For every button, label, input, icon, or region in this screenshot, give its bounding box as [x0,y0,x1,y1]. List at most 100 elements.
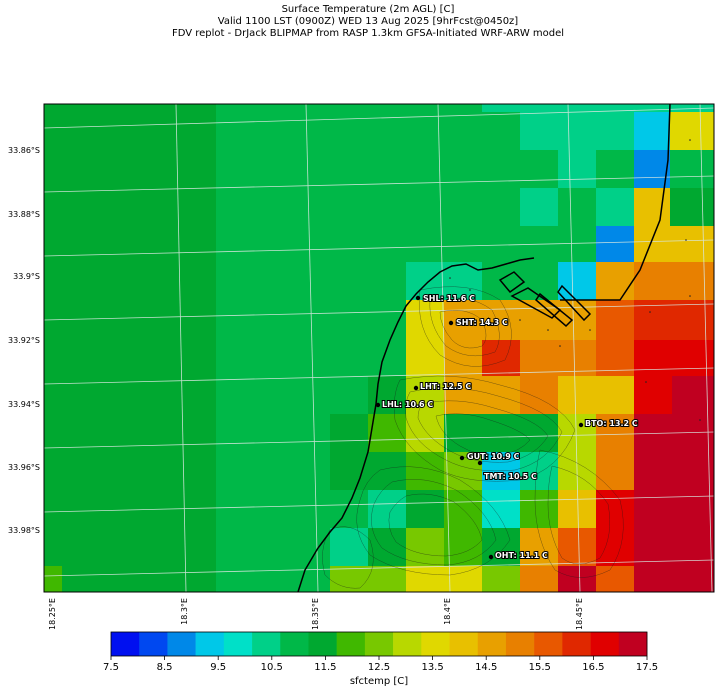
grid-cell [368,376,406,414]
longitude-label: 18.4°E [443,598,452,625]
grid-cell [406,566,482,592]
station-dot[interactable] [448,320,454,326]
latitude-label: 33.86°S [8,146,40,155]
station[interactable]: TMT: 10.5 C [477,460,538,482]
grid-cell [596,188,634,226]
grid-cell [634,566,714,592]
colorbar-tick-label: 12.5 [368,662,390,673]
station-dot[interactable] [477,460,483,466]
station-dot[interactable] [413,385,419,391]
grid-cell [520,340,596,376]
grid-cell [330,528,368,566]
station-dot[interactable] [415,295,421,301]
grid-cell [670,112,714,150]
title-line-1: Surface Temperature (2m AGL) [C] [281,4,455,15]
grid-cell [634,452,714,490]
colorbar-tick-label: 17.5 [636,662,658,673]
latitude-label: 33.88°S [8,210,40,219]
grid-cell [520,452,558,490]
grid-cell [634,300,714,340]
grid-cell [634,376,672,414]
lat-lon-graticule [44,104,714,592]
latitude-label: 33.92°S [8,336,40,345]
grid-cell [482,300,520,340]
colorbar-segment [562,632,591,656]
colorbar-segment [280,632,309,656]
grid-cell [558,376,634,414]
grid-cell [520,566,558,592]
plot-frame [43,103,715,593]
station-label: LHL: 10.6 C [382,400,433,409]
grid-cell [368,414,406,452]
station-label: TMT: 10.5 C [484,472,537,481]
latitude-label: 33.9°S [13,272,40,281]
colorbar-tick-label: 8.5 [157,662,173,673]
grid-cell [634,150,670,188]
colorbar-segment [449,632,479,656]
station[interactable]: SHT: 14.3 C [448,317,509,328]
station-label: SHT: 14.3 C [456,318,508,327]
grid-cell [558,262,596,300]
station[interactable]: OHT: 11.1 C [488,550,549,561]
station[interactable]: GUT: 10.9 C [459,451,521,462]
coastline [297,104,671,592]
station-label: GUT: 10.9 C [467,452,520,461]
colorbar-segment [534,632,563,656]
colorbar-tick-label: 16.5 [582,662,604,673]
station-dot[interactable] [459,455,465,461]
colorbar-segment [364,632,394,656]
grid-cell [596,452,634,490]
grid-cell [482,340,520,376]
grid-cell [558,112,596,188]
station[interactable]: BTO: 13.2 C [578,418,639,429]
grid-cell [634,528,714,566]
grid-cell [444,528,482,566]
grid-cell [406,376,444,414]
colorbar-segment [195,632,225,656]
colorbar-tick-label: 13.5 [421,662,443,673]
grid-cell [368,490,406,528]
colorbar-segment [111,632,140,656]
longitude-axis: 18.25°E 18.3°E 18.35°E 18.4°E 18.45°E [48,598,584,630]
grid-cell [558,414,596,452]
grid-cell [482,490,520,528]
grid-cell [558,528,596,566]
station[interactable]: LHL: 10.6 C [375,399,434,410]
colorbar-segment [590,632,620,656]
station[interactable]: LHT: 12.5 C [413,381,472,392]
grid-cell [596,528,634,566]
grid-cell [482,566,520,592]
colorbar-segment [252,632,281,656]
colorbar-tick-label: 7.5 [103,662,119,673]
map-title: Surface Temperature (2m AGL) [C] Valid 1… [0,4,721,40]
colorbar-segment [393,632,422,656]
grid-cell [444,414,558,452]
grid-cell [406,414,444,452]
station-dot[interactable] [488,554,494,560]
colorbar-tick-label: 10.5 [261,662,283,673]
station[interactable]: SHL: 11.6 C [415,293,476,304]
station-label: LHT: 12.5 C [420,382,471,391]
station-label: BTO: 13.2 C [585,419,638,428]
grid-cell [444,376,520,414]
colorbar-tick-label: 9.5 [210,662,226,673]
grid-cell [44,566,62,592]
grid-cell [596,566,634,592]
grid-cell [406,490,444,528]
grid-cell [596,414,634,452]
grid-cell [444,300,482,340]
station-dot[interactable] [375,402,381,408]
grid-cell [558,566,596,592]
latitude-label: 33.94°S [8,400,40,409]
grid-cell [634,340,714,376]
grid-cell [406,300,444,340]
colorbar-segment [139,632,168,656]
colorbar-title: sfctemp [C] [350,676,408,687]
colorbar-segment [421,632,450,656]
station-dot[interactable] [578,422,584,428]
grid-cell [482,528,520,566]
title-line-3: FDV replot - DrJack BLIPMAP from RASP 1.… [171,28,565,39]
latitude-label: 33.96°S [8,463,40,472]
latitude-axis: 33.86°S 33.88°S 33.9°S 33.92°S 33.94°S 33.96°… [8,146,40,535]
